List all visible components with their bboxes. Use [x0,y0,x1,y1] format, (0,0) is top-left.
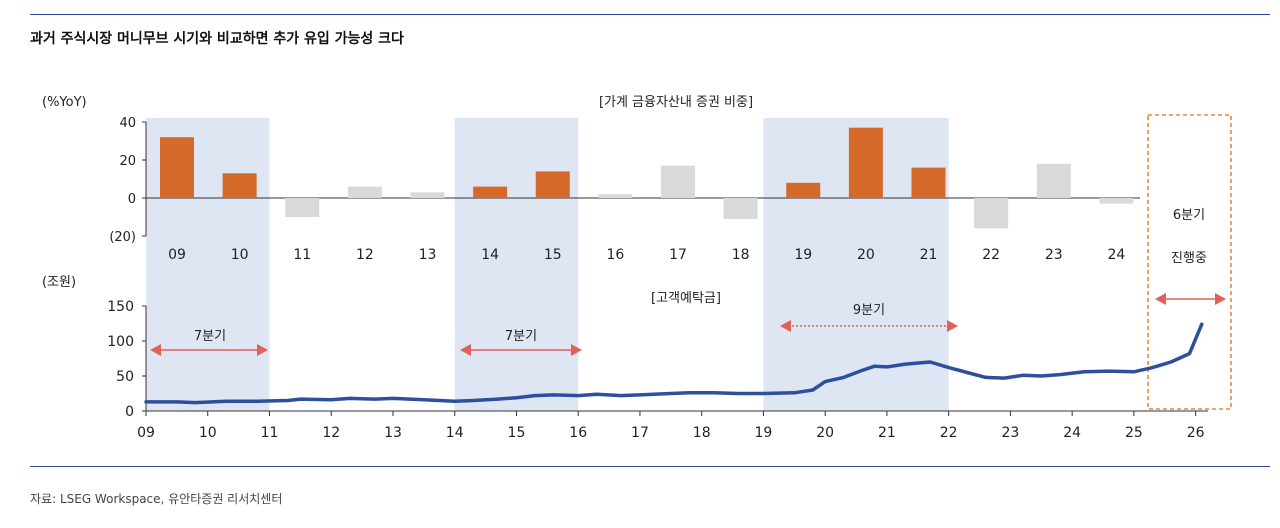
line-chart-title: [고객예탁금] [651,291,721,306]
highlight-bands [146,118,949,411]
bar-20 [848,127,883,198]
bar-x-label: 22 [982,247,1000,263]
bar-22 [974,198,1009,229]
bar-x-label: 21 [920,247,938,263]
bar-x-label: 16 [606,247,624,263]
line-series-0 [144,322,1204,405]
period2-label: 7분기 [505,329,537,344]
line-x-tick-label: 10 [199,425,217,441]
bar-chart-y-axis: 40 20 0 (20) [109,116,1140,245]
bar-x-label: 24 [1107,247,1125,263]
period-arrows [150,293,1226,356]
line-x-tick-label: 15 [508,425,526,441]
line-x-tick-label: 16 [569,425,587,441]
bar-y-tick-label: 20 [119,154,136,169]
bar-x-label: 19 [794,247,812,263]
line-x-tick-label: 19 [755,425,773,441]
bar-x-label: 18 [732,247,750,263]
bar-x-label: 20 [857,247,875,263]
line-x-tick-label: 11 [261,425,279,441]
period3-label: 9분기 [853,303,885,318]
bar-x-label: 09 [168,247,186,263]
bar-19 [786,182,821,198]
bar-x-label: 17 [669,247,687,263]
bar-chart-x-labels: 09 10 11 12 13 14 15 16 17 18 19 20 21 22 23 24 [168,247,1125,263]
bar-15 [535,171,570,198]
current-period-label-1: 6분기 [1173,208,1205,223]
top-rule [30,14,1270,15]
line-x-tick-label: 23 [1002,425,1020,441]
bar-16 [598,194,633,198]
line-x-tick-label: 26 [1187,425,1205,441]
line-chart-x-axis: 09 10 11 12 13 14 15 16 17 18 19 20 21 22 23 24 25 26 [137,410,1208,441]
bar-x-label: 15 [544,247,562,263]
bar-y-tick-label: 40 [119,116,136,131]
bar-10 [222,173,257,198]
period1-label: 7분기 [194,329,226,344]
period2-arrow [460,344,582,356]
bar-24 [1099,198,1134,204]
bar-chart-bars [160,127,1134,229]
bar-23 [1036,163,1071,198]
bar-x-label: 13 [419,247,437,263]
line-x-tick-label: 18 [693,425,711,441]
line-y-tick-label: 150 [107,299,134,315]
current-period-label-2: 진행중 [1171,250,1207,266]
line-y-tick-label: 50 [116,369,134,385]
line-x-tick-label: 24 [1063,425,1081,441]
line-y-tick-label: 0 [125,404,134,420]
bar-x-label: 23 [1045,247,1063,263]
bar-y-tick-label: 0 [128,192,136,207]
line-x-tick-label: 13 [384,425,402,441]
period3-arrow [780,320,958,332]
line-x-tick-label: 21 [878,425,896,441]
line-x-tick-label: 25 [1125,425,1143,441]
line-chart-y-axis: 0 50 100 150 [107,299,147,420]
bar-14 [473,186,508,198]
bar-09 [160,137,194,198]
current-period-arrow [1155,293,1226,305]
bar-chart-title: [가계 금융자산내 증권 비중] [599,95,753,110]
page-title: 과거 주식시장 머니무브 시기와 비교하면 추가 유입 가능성 크다 [30,31,404,47]
bar-x-label: 12 [356,247,374,263]
line-chart-unit-label: (조원) [42,275,76,290]
line-chart-series [144,322,1204,405]
line-x-tick-label: 17 [631,425,649,441]
line-y-tick-label: 100 [107,334,134,350]
period1-arrow [150,344,268,356]
bottom-rule [30,466,1270,467]
bar-12 [347,186,382,198]
highlight-band-2 [454,118,579,411]
line-x-tick-label: 20 [816,425,834,441]
line-x-tick-label: 22 [940,425,958,441]
line-x-tick-label: 14 [446,425,464,441]
bar-chart-unit-label: (%YoY) [42,95,87,110]
bar-x-label: 11 [293,247,311,263]
bar-x-label: 10 [231,247,249,263]
bar-13 [410,192,445,198]
bar-21 [911,167,946,198]
bar-11 [285,198,320,217]
bar-17 [661,165,695,198]
bar-x-label: 14 [481,247,499,263]
bar-y-tick-label: (20) [109,230,136,245]
bar-18 [723,198,758,219]
line-x-tick-label: 12 [322,425,340,441]
source-note: 자료: LSEG Workspace, 유안타증권 리서치센터 [30,492,283,506]
line-x-tick-label: 09 [137,425,155,441]
